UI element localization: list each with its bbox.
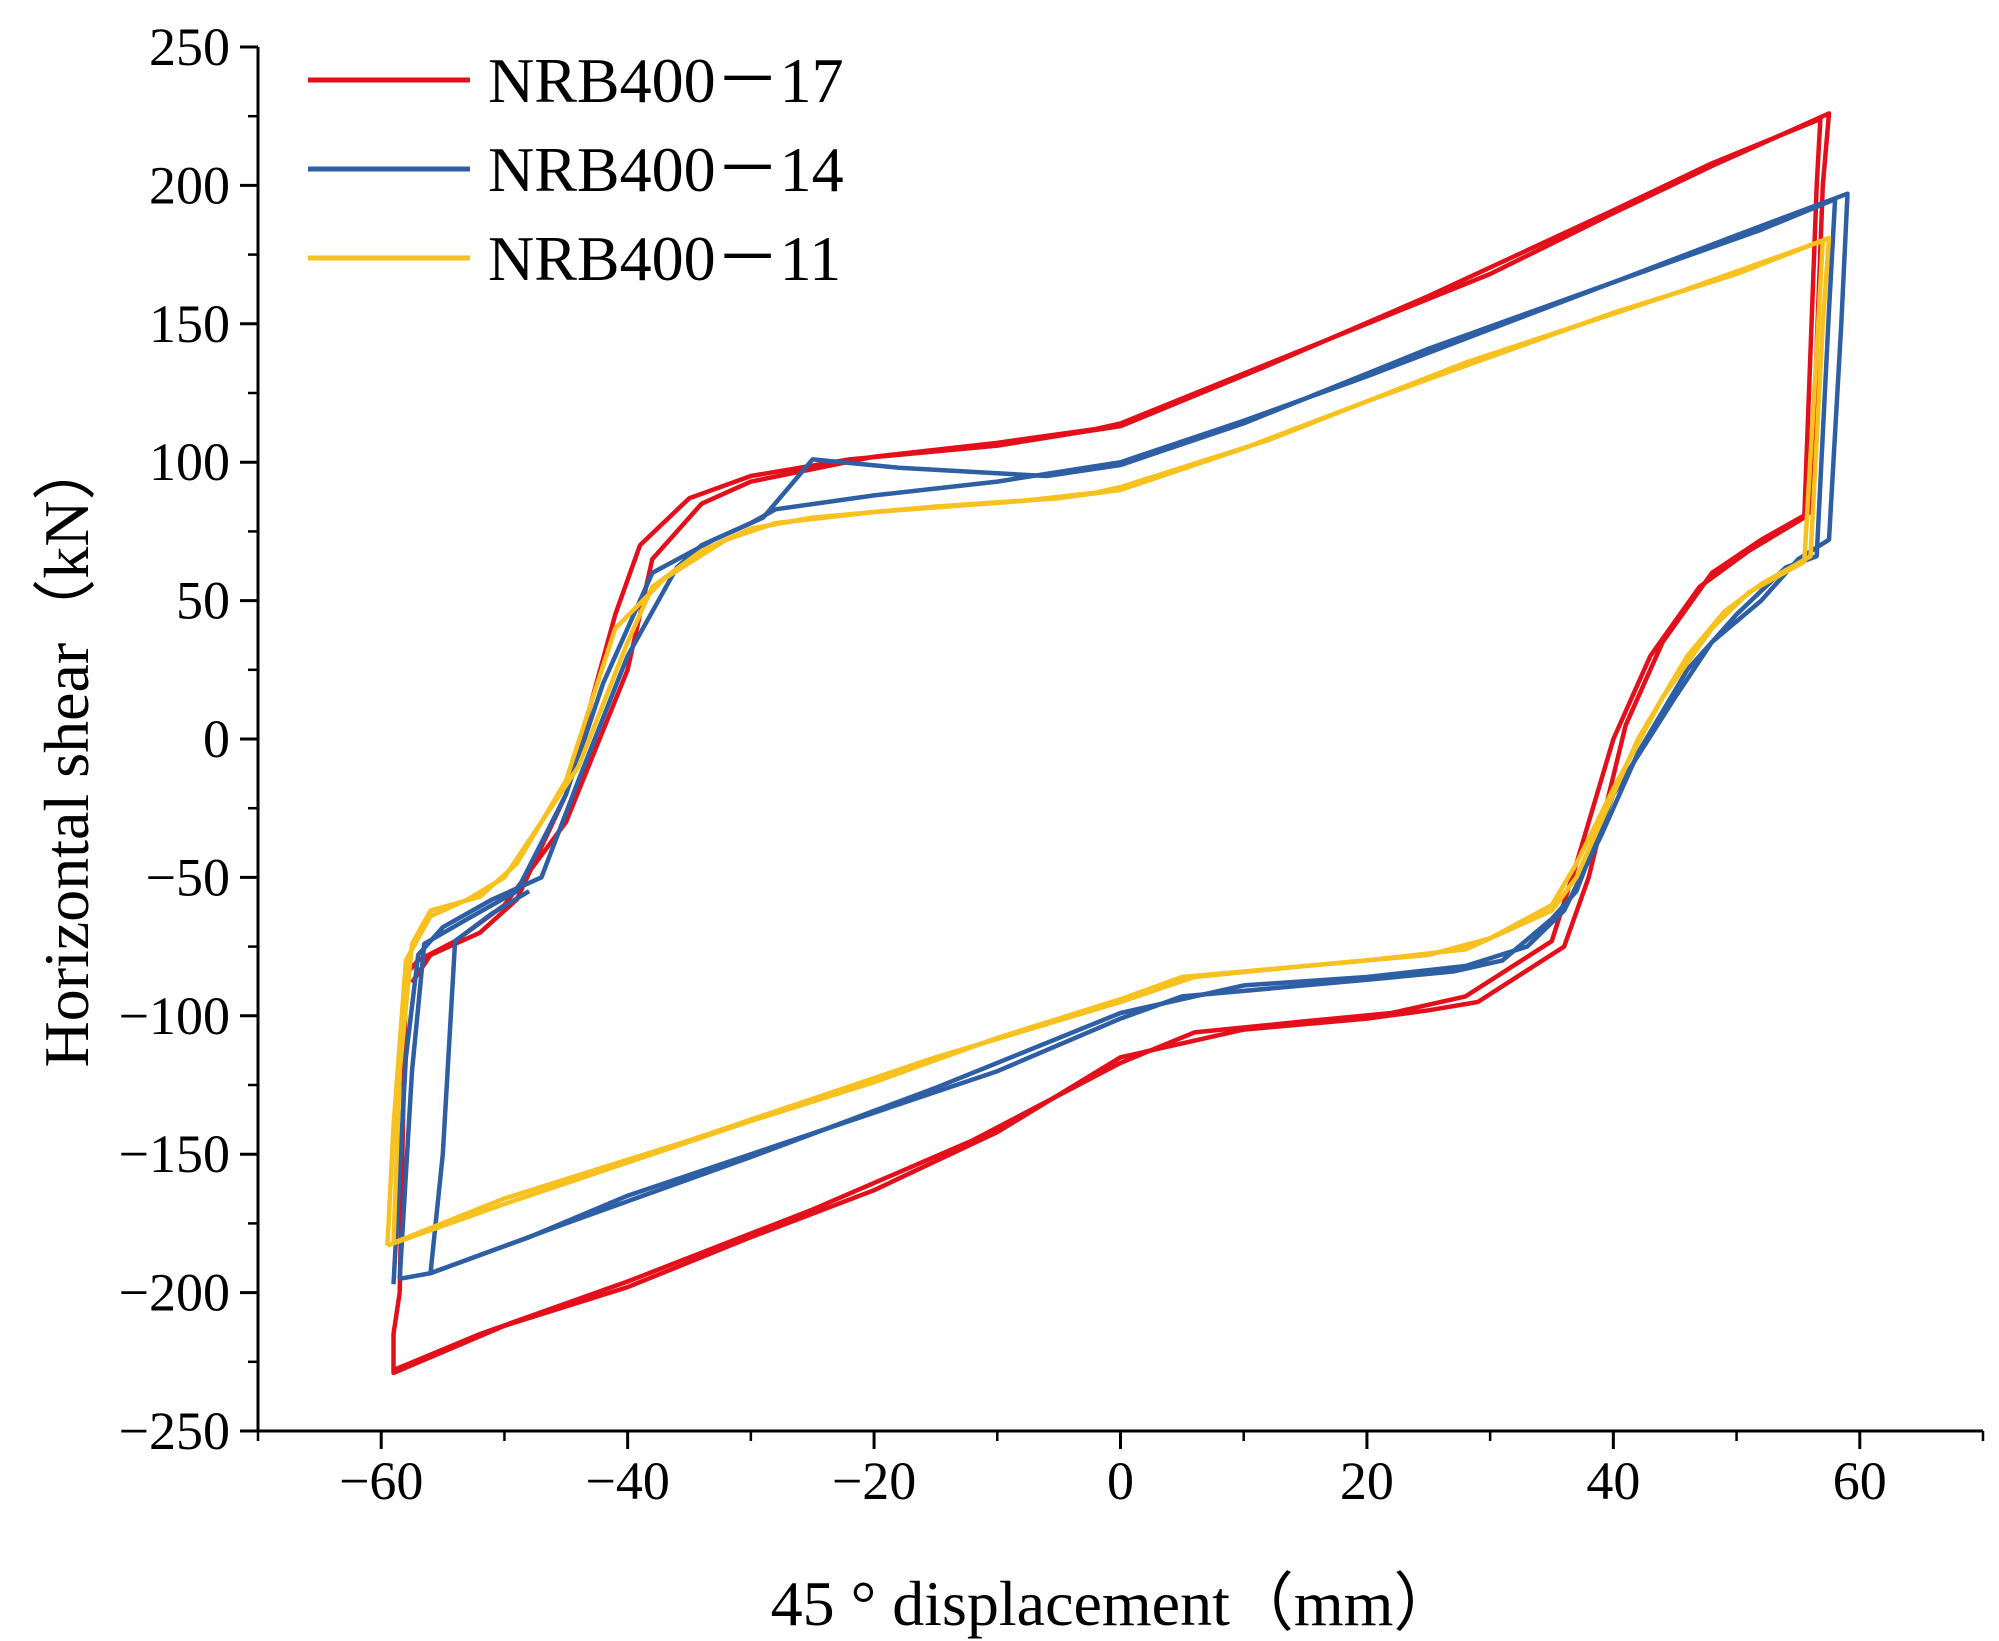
x-axis-title: 45 ° displacement（mm） (771, 1568, 1458, 1639)
series-1 (391, 111, 1832, 1376)
x-tick-label: 20 (1340, 1451, 1394, 1511)
x-tick-label: 40 (1586, 1451, 1640, 1511)
x-tick-label: −40 (585, 1451, 669, 1511)
series-3 (385, 235, 1832, 1248)
legend-item-2: NRB400－14 (308, 134, 844, 205)
legend: NRB400－17 NRB400－14 NRB400－11 (308, 45, 844, 294)
x-tick-label: 0 (1107, 1451, 1134, 1511)
y-tick-label: −200 (119, 1263, 230, 1323)
series-1-loop-2 (392, 116, 1823, 1373)
ticks: −60 −40 −20 0 20 40 60250200150100500−50−100−1… (119, 17, 1985, 1511)
y-tick-label: 0 (203, 709, 230, 769)
y-tick-label: −250 (119, 1401, 230, 1461)
y-tick-label: 50 (176, 571, 230, 631)
legend-label: NRB400－17 (488, 45, 844, 116)
x-tick-label: −20 (832, 1451, 916, 1511)
y-axis-title: Horizontal shear（kN） (31, 437, 102, 1068)
legend-item-1: NRB400－17 (308, 45, 844, 116)
series-2-loop-2 (397, 196, 1838, 1282)
y-tick-label: −100 (119, 986, 230, 1046)
legend-label: NRB400－11 (488, 223, 841, 294)
y-tick-label: −50 (146, 847, 230, 907)
series-layer (385, 111, 1850, 1376)
series-3-loop-2 (391, 238, 1826, 1245)
y-tick-label: 250 (149, 17, 230, 77)
legend-label: NRB400－14 (488, 134, 844, 205)
legend-item-3: NRB400－11 (308, 223, 841, 294)
y-tick-label: 100 (149, 432, 230, 492)
y-tick-label: 200 (149, 155, 230, 215)
series-2 (391, 191, 1850, 1285)
series-2-loop-1 (391, 191, 1850, 1285)
x-tick-label: 60 (1833, 1451, 1887, 1511)
x-tick-label: −60 (339, 1451, 423, 1511)
y-tick-label: −150 (119, 1124, 230, 1184)
y-tick-label: 150 (149, 294, 230, 354)
